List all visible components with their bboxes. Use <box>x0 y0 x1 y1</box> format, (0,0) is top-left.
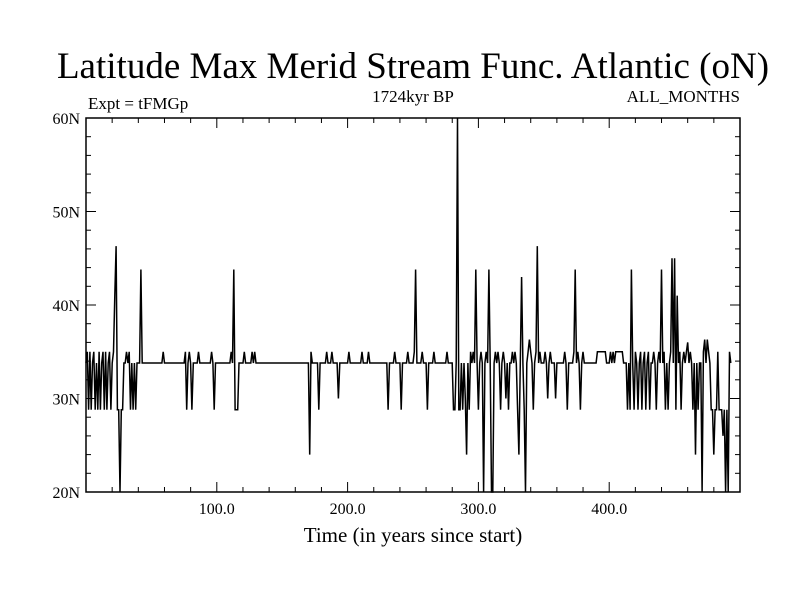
x-tick-label: 400.0 <box>591 501 627 518</box>
x-tick-label: 200.0 <box>330 501 366 518</box>
plot-frame <box>85 117 741 493</box>
x-tick-label: 100.0 <box>199 501 235 518</box>
y-tick-label: 50N <box>52 205 80 222</box>
x-tick-labels: 100.0 200.0 300.0 400.0 <box>199 501 627 518</box>
subtitle-center: 1724kyr BP <box>372 87 454 106</box>
subtitle-right: ALL_MONTHS <box>627 87 740 106</box>
y-tick-label: 60N <box>52 111 80 128</box>
y-tick-labels: 20N 30N 40N 50N 60N <box>52 111 80 502</box>
chart-title: Latitude Max Merid Stream Func. Atlantic… <box>57 46 769 87</box>
x-axis-label: Time (in years since start) <box>304 523 523 547</box>
y-tick-label: 40N <box>52 298 80 315</box>
subtitle-left: Expt = tFMGp <box>88 94 188 113</box>
y-tick-label: 30N <box>52 392 80 409</box>
x-tick-label: 300.0 <box>460 501 496 518</box>
axis-ticks <box>86 118 740 492</box>
series-line <box>85 117 732 493</box>
y-tick-label: 20N <box>52 485 80 502</box>
